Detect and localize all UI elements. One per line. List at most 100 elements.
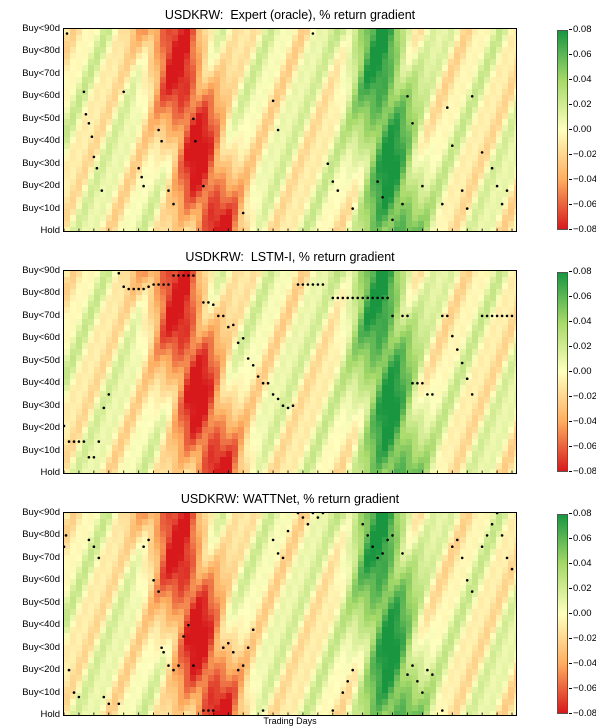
heatmap-cell xyxy=(508,283,515,290)
heatmap-cell xyxy=(256,125,263,132)
heatmap-cell xyxy=(322,433,329,440)
heatmap-cell xyxy=(496,167,503,174)
heatmap-cell xyxy=(340,77,347,84)
heatmap-cell xyxy=(142,47,149,54)
heatmap-cell xyxy=(214,319,221,326)
heatmap-cell xyxy=(430,307,437,314)
heatmap-cell xyxy=(436,439,443,446)
heatmap-cell xyxy=(406,77,413,84)
heatmap-cell xyxy=(388,83,395,90)
heatmap-cell xyxy=(82,415,89,422)
heatmap-cell xyxy=(154,295,161,302)
heatmap-cell xyxy=(394,149,401,156)
heatmap-cell xyxy=(424,409,431,416)
heatmap-cell xyxy=(262,173,269,180)
heatmap-cell xyxy=(136,415,143,422)
heatmap-cell xyxy=(322,83,329,90)
heatmap-cell xyxy=(346,373,353,380)
heatmap-cell xyxy=(478,167,485,174)
heatmap-cell xyxy=(76,113,83,120)
heatmap-cell xyxy=(304,149,311,156)
heatmap-cell xyxy=(244,403,251,410)
heatmap-cell xyxy=(484,391,491,398)
heatmap-cell xyxy=(436,41,443,48)
heatmap-cell xyxy=(364,143,371,150)
heatmap-cell xyxy=(82,421,89,428)
heatmap-cell xyxy=(394,397,401,404)
heatmap-cell xyxy=(184,77,191,84)
heatmap-cell xyxy=(376,397,383,404)
heatmap-cell xyxy=(484,283,491,290)
heatmap-cell xyxy=(208,349,215,356)
heatmap-cell xyxy=(148,167,155,174)
heatmap-cell xyxy=(70,409,77,416)
heatmap-cell xyxy=(436,209,443,216)
heatmap-cell xyxy=(220,197,227,204)
heatmap-cell xyxy=(250,47,257,54)
heatmap-cell xyxy=(232,197,239,204)
heatmap-cell xyxy=(64,179,71,186)
heatmap-cell xyxy=(250,137,257,144)
heatmap-cell xyxy=(220,155,227,162)
heatmap-cell xyxy=(274,29,281,36)
heatmap-cell xyxy=(142,155,149,162)
heatmap-cell xyxy=(70,319,77,326)
heatmap-cell xyxy=(256,403,263,410)
heatmap-cell xyxy=(262,215,269,222)
heatmap-cell xyxy=(226,191,233,198)
heatmap-cell xyxy=(274,271,281,278)
heatmap-cell xyxy=(496,101,503,108)
heatmap-cell xyxy=(430,131,437,138)
heatmap-cell xyxy=(172,439,179,446)
heatmap-cell xyxy=(382,277,389,284)
heatmap-cell xyxy=(376,119,383,126)
heatmap-cell xyxy=(112,277,119,284)
heatmap-cell xyxy=(160,131,167,138)
heatmap-cell xyxy=(64,143,71,150)
heatmap-cell xyxy=(106,367,113,374)
heatmap-cell xyxy=(424,343,431,350)
heatmap-cell xyxy=(304,71,311,78)
heatmap-cell xyxy=(448,349,455,356)
heatmap-cell xyxy=(130,203,137,210)
heatmap-cell xyxy=(316,161,323,168)
heatmap-cell xyxy=(286,155,293,162)
heatmap-cell xyxy=(208,343,215,350)
heatmap-cell xyxy=(406,379,413,386)
heatmap-cell xyxy=(358,29,365,36)
heatmap-cell xyxy=(436,337,443,344)
heatmap-cell xyxy=(430,421,437,428)
heatmap-cell xyxy=(232,337,239,344)
heatmap-cell xyxy=(142,209,149,216)
heatmap-cell xyxy=(100,433,107,440)
heatmap-cell xyxy=(376,53,383,60)
heatmap-cell xyxy=(214,47,221,54)
heatmap-cell xyxy=(442,373,449,380)
heatmap-cell xyxy=(274,71,281,78)
heatmap-cell xyxy=(382,349,389,356)
heatmap-cell xyxy=(130,77,137,84)
heatmap-cell xyxy=(88,137,95,144)
heatmap-cell xyxy=(382,385,389,392)
heatmap-cell xyxy=(220,137,227,144)
heatmap-cell xyxy=(460,331,467,338)
heatmap-cell xyxy=(76,451,83,458)
heatmap-cell xyxy=(490,289,497,296)
heatmap-cell xyxy=(112,101,119,108)
heatmap-cell xyxy=(418,301,425,308)
heatmap-cell xyxy=(430,29,437,36)
heatmap-cell xyxy=(88,427,95,434)
heatmap-cell xyxy=(64,125,71,132)
heatmap-cell xyxy=(376,361,383,368)
heatmap-cell xyxy=(424,71,431,78)
heatmap-cell xyxy=(286,289,293,296)
heatmap-cell xyxy=(298,301,305,308)
heatmap-cell xyxy=(214,385,221,392)
heatmap-cell xyxy=(514,355,516,362)
heatmap-cell xyxy=(490,409,497,416)
heatmap-cell xyxy=(208,439,215,446)
heatmap-cell xyxy=(148,203,155,210)
heatmap-cell xyxy=(496,295,503,302)
heatmap-cell xyxy=(118,179,125,186)
heatmap-cell xyxy=(382,215,389,222)
